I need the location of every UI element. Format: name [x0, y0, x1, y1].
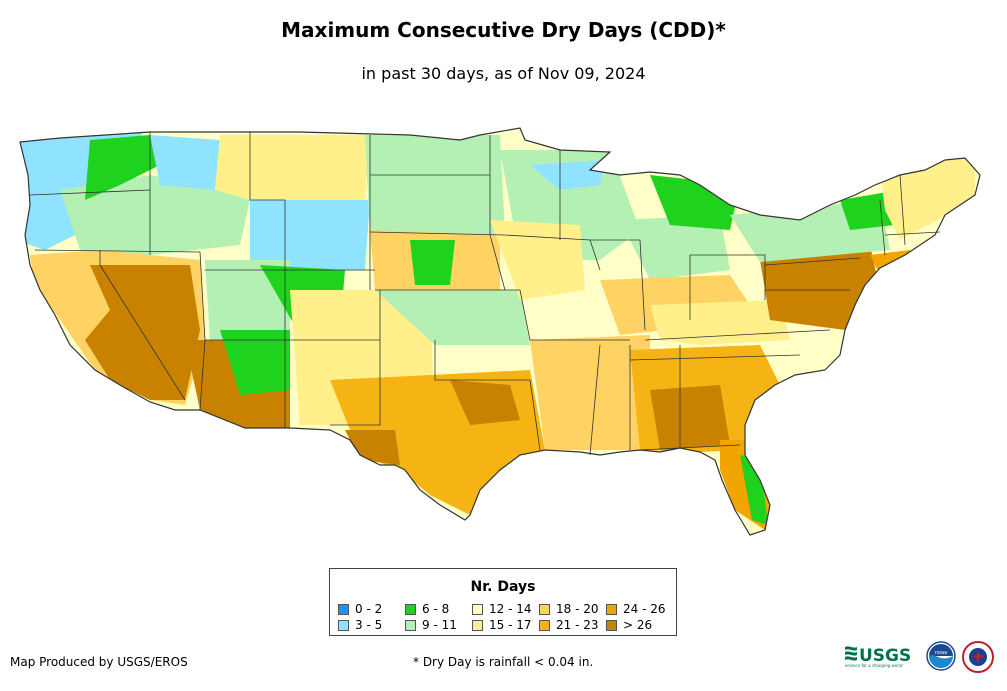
map-credit: Map Produced by USGS/EROS [10, 655, 188, 669]
legend-item-9-11: 9 - 11 [405, 618, 475, 633]
usgs-logo-tagline: science for a changing world [845, 663, 903, 668]
legend-item-24-26: 24 - 26 [606, 602, 676, 617]
legend-swatch [539, 620, 550, 631]
legend-item-18-20: 18 - 20 [539, 602, 609, 617]
map-legend: Nr. Days 0 - 2 3 - 5 6 - 8 9 - 11 12 - 1… [329, 568, 677, 636]
legend-swatch [338, 620, 349, 631]
map-subtitle: in past 30 days, as of Nov 09, 2024 [361, 64, 646, 83]
legend-title: Nr. Days [470, 579, 536, 595]
legend-swatch [338, 604, 349, 615]
legend-item-0-2: 0 - 2 [338, 602, 408, 617]
usgs-logo-text: USGS [859, 646, 911, 666]
usgs-logo: USGS science for a changing world [845, 646, 911, 668]
legend-swatch [539, 604, 550, 615]
legend-item-gt-26: > 26 [606, 618, 676, 633]
nws-logo [962, 641, 994, 673]
legend-swatch [472, 604, 483, 615]
legend-item-21-23: 21 - 23 [539, 618, 609, 633]
noaa-logo: noaa [926, 641, 956, 671]
noaa-logo-text: noaa [935, 650, 947, 656]
cdd-color-regions [20, 128, 980, 535]
legend-swatch [606, 620, 617, 631]
legend-item-15-17: 15 - 17 [472, 618, 542, 633]
legend-swatch [472, 620, 483, 631]
us-outline [19, 127, 981, 536]
state-boundaries [29, 132, 941, 456]
legend-item-6-8: 6 - 8 [405, 602, 475, 617]
legend-swatch [405, 620, 416, 631]
map-title: Maximum Consecutive Dry Days (CDD)* [281, 18, 726, 42]
legend-swatch [606, 604, 617, 615]
legend-swatch [405, 604, 416, 615]
legend-item-12-14: 12 - 14 [472, 602, 542, 617]
legend-item-3-5: 3 - 5 [338, 618, 408, 633]
dry-day-footnote: * Dry Day is rainfall < 0.04 in. [413, 655, 594, 669]
